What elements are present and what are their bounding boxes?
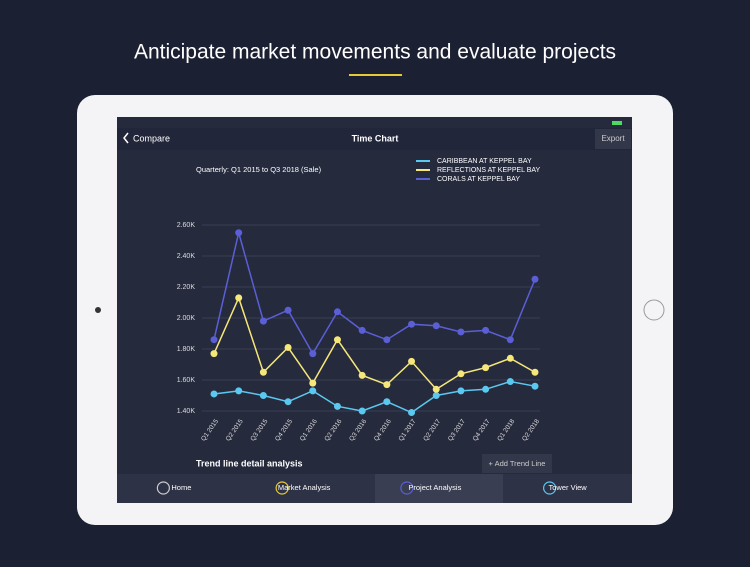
back-button[interactable]: Compare	[133, 133, 170, 143]
data-point	[333, 402, 341, 410]
data-point	[531, 275, 539, 283]
data-point	[432, 322, 440, 330]
screen	[117, 117, 632, 503]
tab-icon	[400, 481, 414, 495]
data-point	[482, 364, 490, 372]
y-tick-label: 2.60K	[177, 222, 196, 229]
data-point	[457, 328, 465, 336]
y-tick-label: 2.20K	[177, 284, 196, 291]
data-point	[284, 306, 292, 314]
data-point	[284, 343, 292, 351]
data-point	[333, 336, 341, 344]
data-point	[235, 294, 243, 302]
home-button	[643, 299, 665, 321]
y-tick-label: 2.40K	[177, 253, 196, 260]
tab-icon	[543, 481, 557, 495]
data-point	[309, 387, 317, 395]
chart-title: Quarterly: Q1 2015 to Q3 2018 (Sale)	[196, 165, 322, 174]
data-point	[482, 326, 490, 334]
nav-title: Time Chart	[352, 133, 399, 143]
section-title: Trend line detail analysis	[196, 458, 303, 468]
data-point	[531, 382, 539, 390]
data-point	[506, 378, 514, 386]
data-point	[210, 350, 218, 358]
data-point	[383, 381, 391, 389]
y-tick-label: 1.60K	[177, 377, 196, 384]
tab-label[interactable]: Home	[171, 483, 191, 492]
tab-label[interactable]: Market Analysis	[278, 483, 331, 492]
nav-bar	[117, 128, 632, 150]
battery	[612, 121, 622, 125]
data-point	[457, 387, 465, 395]
data-point	[309, 350, 317, 358]
data-point	[358, 407, 366, 415]
legend-label: CORALS AT KEPPEL BAY	[437, 176, 520, 183]
data-point	[383, 336, 391, 344]
data-point	[457, 370, 465, 378]
data-point	[482, 385, 490, 393]
data-point	[309, 379, 317, 387]
series-line	[213, 295, 536, 391]
camera	[95, 307, 101, 313]
data-point	[408, 357, 416, 365]
trend-button[interactable]: + Add Trend Line	[489, 459, 546, 468]
tab-bar	[117, 474, 632, 503]
data-point	[284, 398, 292, 406]
data-point	[333, 308, 341, 316]
data-point	[210, 390, 218, 398]
tab-label[interactable]: Tower View	[549, 483, 588, 492]
data-point	[432, 392, 440, 399]
headline: Anticipate market movements and evaluate…	[134, 41, 616, 64]
legend-label: CARIBBEAN AT KEPPEL BAY	[437, 158, 532, 165]
data-point	[210, 336, 218, 344]
y-tick-label: 2.00K	[177, 315, 196, 322]
back-icon[interactable]	[123, 132, 129, 144]
data-point	[259, 317, 267, 325]
tab-icon	[275, 481, 289, 495]
tab-label[interactable]: Project Analysis	[408, 483, 461, 492]
data-point	[408, 320, 416, 328]
data-point	[531, 368, 539, 376]
series-line	[213, 232, 536, 356]
data-point	[259, 392, 267, 399]
data-point	[506, 354, 514, 362]
series-line	[213, 380, 536, 414]
data-point	[235, 387, 243, 395]
export-button[interactable]: Export	[601, 134, 625, 143]
legend-label: REFLECTIONS AT KEPPEL BAY	[437, 167, 541, 174]
data-point	[259, 368, 267, 376]
data-point	[358, 326, 366, 334]
export-button-bg[interactable]	[595, 129, 631, 149]
underline	[349, 74, 402, 76]
tab-icon	[156, 481, 170, 495]
tab-active	[375, 474, 503, 503]
data-point	[235, 229, 243, 237]
y-tick-label: 1.80K	[177, 346, 196, 353]
data-point	[432, 385, 440, 393]
tabs: Home Market Analysis Project Analysis Tower…	[156, 481, 588, 495]
data-point	[408, 409, 416, 417]
data-point	[358, 371, 366, 379]
y-tick-label: 1.40K	[177, 408, 196, 415]
trend-button-bg[interactable]	[482, 454, 552, 473]
data-point	[506, 336, 514, 344]
data-point	[383, 398, 391, 406]
